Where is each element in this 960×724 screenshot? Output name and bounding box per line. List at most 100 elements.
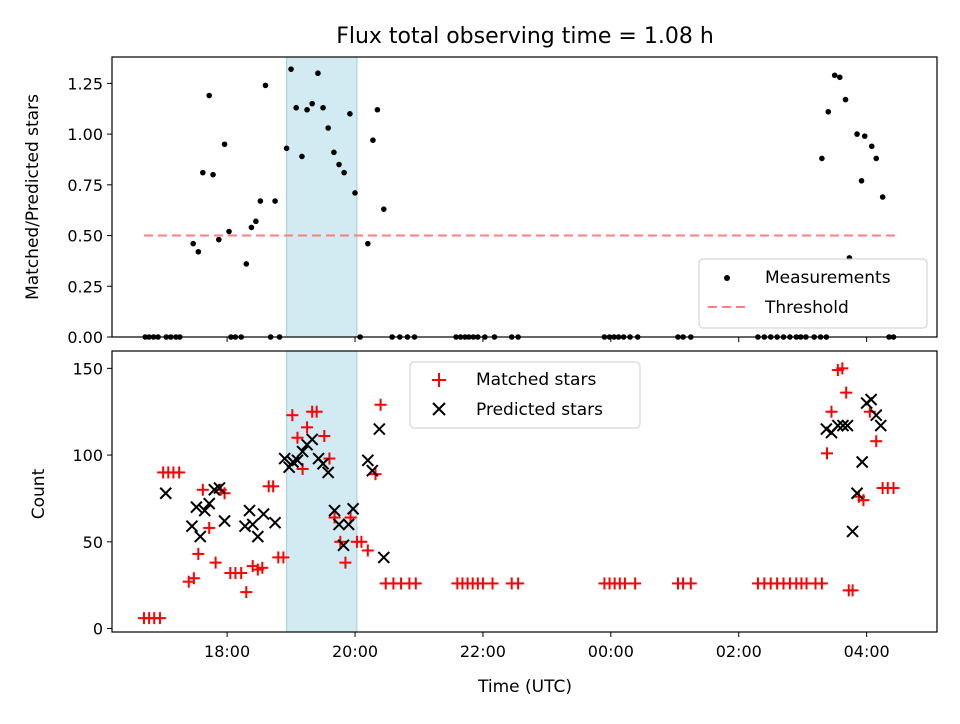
x-axis-label: Time (UTC) [477, 677, 572, 697]
matched-star-point [256, 561, 269, 574]
matched-star-point [857, 494, 870, 507]
predicted-star-point [361, 454, 375, 467]
matched-star-point [277, 551, 290, 564]
xtick-label: 22:00 [460, 642, 506, 661]
top-highlight-span [286, 56, 358, 338]
top-legend-box [698, 258, 928, 329]
matched-star-point [825, 405, 838, 418]
bottom-ytick-label: 100 [72, 446, 103, 465]
measurement-point [347, 111, 353, 117]
matched-star-point [328, 511, 341, 524]
measurement-point [381, 206, 387, 212]
matched-star-point [629, 577, 642, 590]
predicted-star-point [238, 519, 252, 533]
matched-star-point [339, 556, 352, 569]
predicted-star-point [850, 487, 864, 500]
measurement-point [195, 248, 202, 255]
xtick-label: 02:00 [716, 642, 762, 661]
matched-star-point [267, 480, 280, 493]
measurement-point [879, 194, 886, 200]
top-frame [111, 56, 938, 338]
measurement-point [253, 218, 259, 225]
matched-star-point [409, 577, 422, 590]
predicted-star-point [337, 539, 350, 552]
matched-star-point [318, 429, 331, 442]
top-y-axis-label: Matched/Predicted stars [23, 94, 43, 300]
predicted-star-point [257, 507, 270, 521]
measurement-point [365, 240, 371, 247]
top-ytick-label: 0.00 [67, 328, 103, 347]
matched-star-point [684, 577, 697, 590]
matched-star-point [196, 483, 209, 496]
xtick-label: 20:00 [332, 642, 378, 661]
measurement-point [200, 169, 206, 176]
bottom-ytick-label: 0 [93, 620, 103, 639]
measurement-point [262, 82, 269, 89]
legend-measurements-marker [724, 275, 730, 281]
legend-matched-marker [432, 373, 446, 387]
measurement-point [854, 131, 860, 137]
predicted-star-point [373, 422, 386, 436]
measurement-point [825, 108, 832, 115]
xtick-label: 04:00 [844, 642, 890, 661]
predicted-stars-series [159, 393, 887, 564]
measurement-point [226, 228, 232, 235]
matched-star-point [286, 409, 299, 422]
matched-star-point [203, 521, 216, 534]
predicted-star-point [246, 518, 259, 531]
xtick-label: 00:00 [588, 642, 634, 661]
xtick-label: 18:00 [204, 642, 250, 661]
measurement-point [288, 66, 294, 72]
measurement-point [374, 106, 381, 113]
bottom-ytick-label: 150 [72, 359, 103, 378]
predicted-star-point [190, 500, 203, 514]
predicted-star-point [846, 525, 859, 538]
bottom-ytick-label: 50 [83, 533, 103, 552]
bottom-yticks: 0 50 100 150 [72, 359, 112, 639]
bottom-y-axis-label: Count [29, 468, 49, 519]
predicted-star-point [332, 518, 346, 531]
measurement-point [341, 169, 347, 176]
measurement-point [861, 133, 868, 139]
top-yticks: 0.00 0.25 0.50 0.75 1.00 1.25 [67, 74, 112, 347]
top-panel: 0.00 0.25 0.50 0.75 1.00 1.25 Matched/Predict… [23, 56, 938, 347]
top-ytick-label: 1.25 [67, 74, 103, 93]
predicted-star-point [366, 464, 379, 477]
matched-star-point [846, 584, 859, 597]
measurement-point [858, 177, 865, 184]
matched-star-point [209, 556, 222, 569]
matched-star-point [361, 544, 374, 557]
measurement-point [216, 236, 222, 243]
matched-star-point [187, 572, 200, 585]
legend-measurements-label: Measurements [765, 268, 891, 288]
measurement-point [325, 125, 331, 131]
measurement-point [309, 100, 315, 107]
legend-predicted-label: Predicted stars [476, 400, 603, 420]
predicted-star-point [305, 433, 319, 446]
measurement-point [836, 74, 843, 81]
predicted-star-point [203, 497, 216, 510]
predicted-star-point [185, 519, 199, 533]
matched-star-point [815, 577, 828, 590]
matched-star-point [870, 435, 883, 448]
predicted-star-point [841, 419, 854, 432]
measurement-point [868, 143, 875, 150]
bottom-legend: Matched stars Predicted stars [409, 361, 641, 429]
measurement-point [299, 153, 305, 160]
measurement-point [190, 240, 197, 247]
predicted-star-point [296, 445, 309, 458]
measurement-point [336, 161, 342, 168]
measurement-point [842, 96, 849, 103]
top-legend: Measurements Threshold [698, 258, 928, 329]
predicted-star-point [268, 516, 282, 529]
predicted-star-point [831, 419, 845, 432]
measurement-point [221, 141, 228, 148]
top-ytick-label: 1.00 [67, 125, 103, 144]
matched-star-point [153, 612, 166, 625]
predicted-star-point [159, 487, 172, 500]
matched-star-point [310, 405, 323, 418]
top-ytick-label: 0.75 [67, 176, 103, 195]
predicted-star-point [213, 481, 226, 495]
top-ytick-label: 0.50 [67, 227, 103, 246]
